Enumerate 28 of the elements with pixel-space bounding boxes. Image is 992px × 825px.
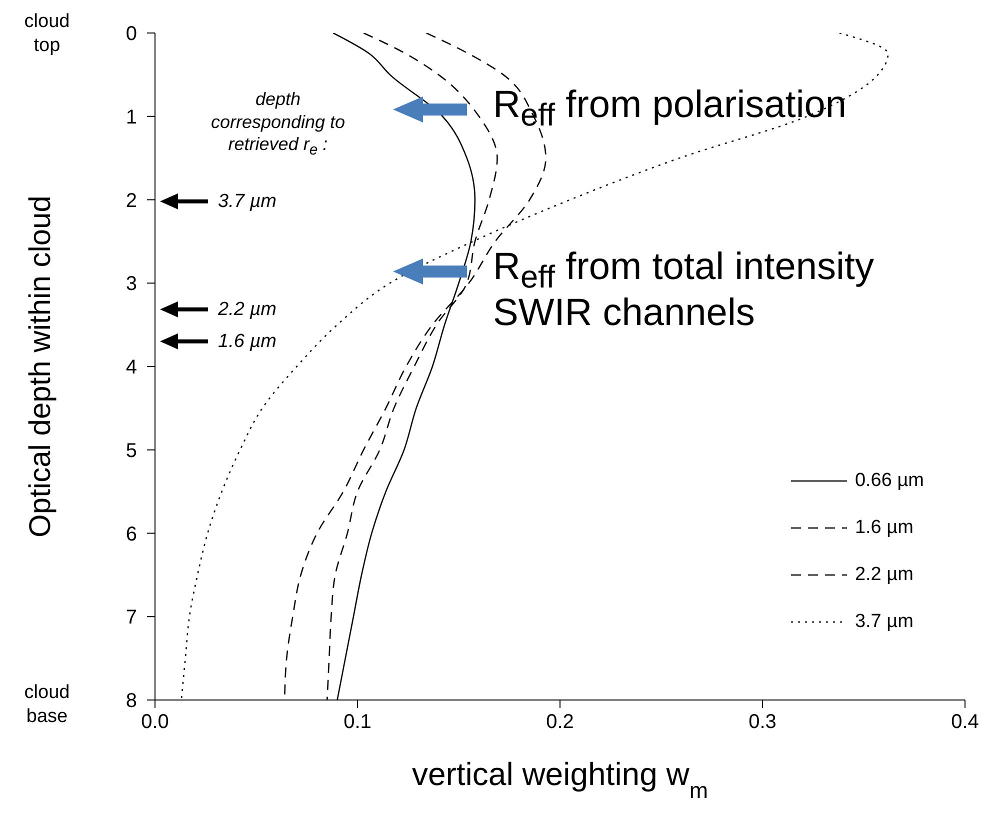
legend-label: 0.66 µm — [854, 470, 924, 492]
legend-label: 1.6 µm — [854, 516, 914, 538]
annotation: R$_{eff}$ from total intensity SWIR channels — [493, 246, 874, 334]
x-tick-label: 0.1 — [344, 711, 372, 734]
y-tick-label: 6 — [126, 523, 137, 546]
y-tick-label: 2 — [126, 190, 137, 212]
y-tick-label: 0 — [126, 23, 137, 46]
x-tick-label: 0.3 — [748, 711, 776, 734]
legend-label: 3.7 µm — [854, 610, 914, 632]
y-tick-label: 5 — [126, 440, 137, 462]
x-tick-label: 0.0 — [141, 711, 169, 734]
y-tick-label: 8 — [126, 690, 137, 712]
x-tick-label: 0.2 — [546, 711, 574, 734]
y-tick-label: 3 — [126, 273, 137, 296]
text: cloud top — [23, 10, 71, 58]
annotation: 3.7 µm — [218, 190, 276, 214]
legend-label: 2.2 µm — [854, 564, 914, 586]
y-axis-title: Optical depth within cloud — [24, 196, 57, 538]
x-axis-title: vertical weighting w$_{m}$ — [412, 756, 708, 802]
annotation: 1.6 µm — [218, 330, 276, 354]
x-tick-label: 0.4 — [951, 711, 979, 734]
y-tick-label: 7 — [126, 606, 137, 629]
y-tick-label: 4 — [126, 356, 137, 379]
annotation: R$_{eff}$ from polarisation — [493, 84, 847, 133]
y-tick-label: 1 — [126, 106, 137, 128]
annotation: 2.2 µm — [218, 298, 276, 322]
annotation: depth corresponding to retrieved r$_{e}$ : — [210, 88, 346, 160]
text: cloud base — [23, 681, 71, 728]
